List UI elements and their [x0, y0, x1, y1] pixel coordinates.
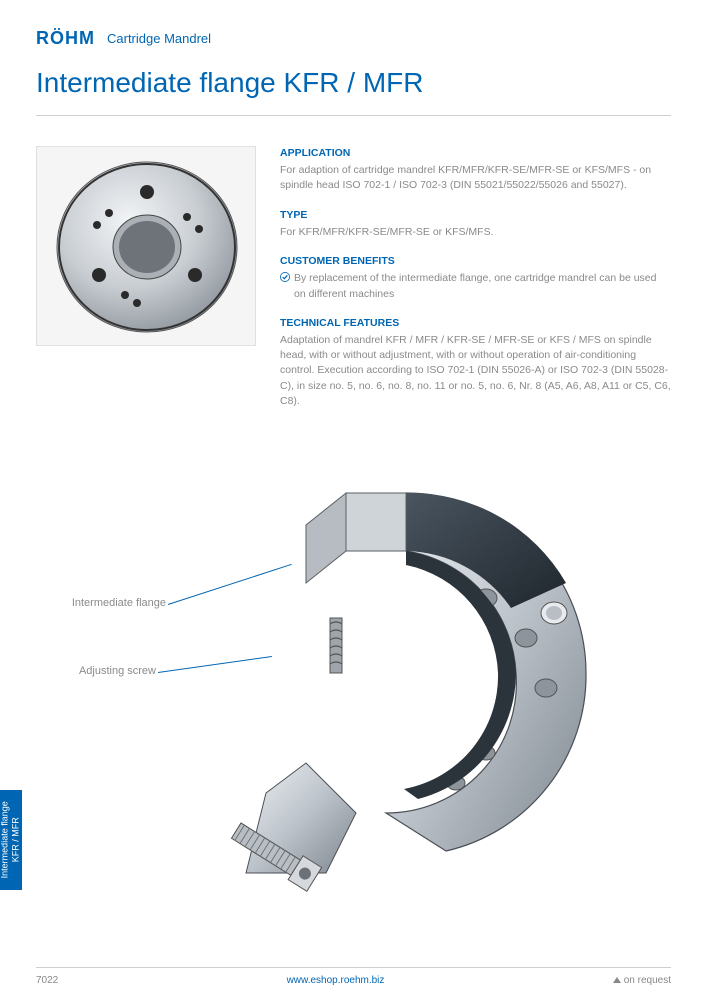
- flange-ring-illustration: [37, 147, 257, 347]
- side-tab-line1: Intermediate flange: [0, 801, 10, 878]
- footer-legend: on request: [613, 975, 671, 986]
- features-head: TECHNICAL FEATURES: [280, 316, 671, 331]
- benefit-item-text: By replacement of the intermediate flang…: [294, 271, 671, 301]
- triangle-icon: [613, 977, 621, 983]
- product-image: [36, 146, 256, 346]
- callout-adjusting-screw: Adjusting screw: [36, 665, 156, 677]
- callout-intermediate-flange: Intermediate flange: [36, 597, 166, 609]
- page-number: 7022: [36, 975, 58, 986]
- footer-legend-text: on request: [624, 975, 671, 986]
- cutaway-diagram: Intermediate flange Adjusting screw: [36, 453, 671, 893]
- footer-url[interactable]: www.eshop.roehm.biz: [58, 975, 612, 986]
- check-icon: [280, 272, 290, 282]
- type-body: For KFR/MFR/KFR-SE/MFR-SE or KFS/MFS.: [280, 225, 671, 240]
- cutaway-svg: [156, 453, 656, 893]
- footer-rule: [36, 967, 671, 968]
- page-title: Intermediate flange KFR / MFR: [0, 59, 707, 99]
- features-body: Adaptation of mandrel KFR / MFR / KFR-SE…: [280, 333, 671, 409]
- side-index-tab-text: Intermediate flange KFR / MFR: [0, 801, 22, 878]
- benefits-head: CUSTOMER BENEFITS: [280, 254, 671, 269]
- spec-text-column: APPLICATION For adaption of cartridge ma…: [280, 146, 671, 423]
- product-category: Cartridge Mandrel: [107, 31, 211, 46]
- benefits-body: By replacement of the intermediate flang…: [280, 271, 671, 301]
- side-tab-line2: KFR / MFR: [11, 818, 21, 863]
- page-header: RÖHM Cartridge Mandrel: [0, 0, 707, 59]
- application-head: APPLICATION: [280, 146, 671, 161]
- content-row: APPLICATION For adaption of cartridge ma…: [0, 116, 707, 423]
- benefit-item: By replacement of the intermediate flang…: [280, 271, 671, 301]
- side-index-tab: Intermediate flange KFR / MFR: [0, 790, 22, 890]
- type-head: TYPE: [280, 208, 671, 223]
- page-footer: 7022 www.eshop.roehm.biz on request: [0, 967, 707, 1000]
- brand-logo: RÖHM: [36, 28, 95, 49]
- application-body: For adaption of cartridge mandrel KFR/MF…: [280, 163, 671, 193]
